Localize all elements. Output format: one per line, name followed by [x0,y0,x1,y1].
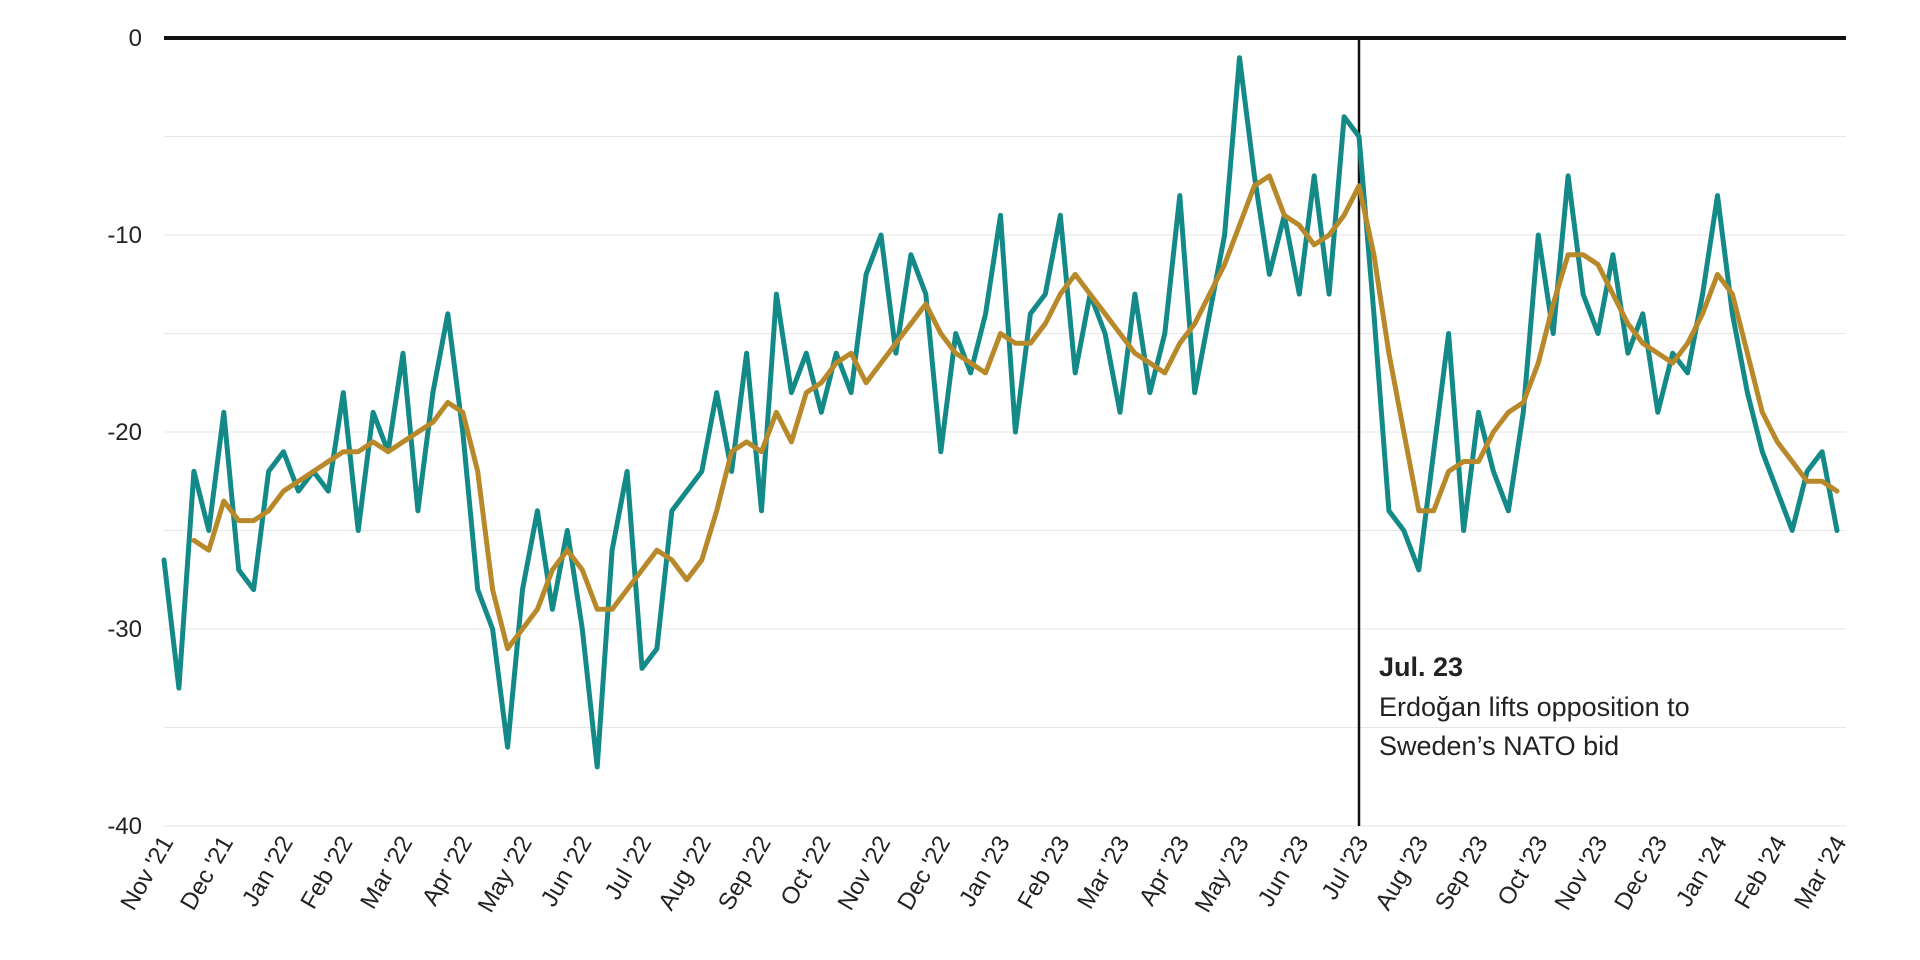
annotation-text: Sweden’s NATO bid [1379,731,1619,761]
series-line [191,173,1840,652]
y-tick-label: -20 [107,419,142,446]
x-tick-label: Nov '22 [833,832,897,915]
y-tick-label: 0 [129,25,142,52]
x-tick-label: Dec '22 [892,832,956,915]
x-tick-label: Sep '22 [713,832,777,915]
annotation-text: Erdoğan lifts opposition to [1379,692,1690,722]
x-tick-label: Oct '23 [1492,832,1553,911]
annotation-title: Jul. 23 [1379,652,1463,682]
x-tick-label: Oct '22 [775,832,836,911]
x-tick-label: Jun '22 [536,832,598,912]
y-tick-label: -30 [107,616,142,643]
x-tick-label: Dec '23 [1609,832,1673,915]
x-tick-label: Feb '23 [1012,832,1075,914]
x-tick-label: Nov '23 [1550,832,1614,915]
series-line [161,55,1840,770]
x-tick-label: Jul '23 [1317,832,1375,905]
x-tick-label: Jul '22 [600,832,658,905]
x-tick-label: Sep '23 [1430,832,1494,915]
x-tick-label: Jan '23 [954,832,1016,912]
x-tick-label: May '22 [473,832,538,918]
x-tick-label: Jan '24 [1671,832,1733,912]
x-tick-label: Aug '22 [653,832,717,915]
x-tick-label: May '23 [1190,832,1255,918]
x-tick-label: Dec '21 [175,832,239,915]
x-tick-label: Mar '24 [1789,832,1852,914]
x-tick-label: Jan '22 [237,832,299,912]
y-tick-label: -10 [107,222,142,249]
x-tick-label: Aug '23 [1370,832,1434,915]
x-tick-label: Apr '22 [417,832,478,911]
x-tick-label: Jun '23 [1253,832,1315,912]
x-tick-label: Nov '21 [116,832,180,915]
x-tick-label: Apr '23 [1134,832,1195,911]
x-tick-label: Feb '24 [1729,832,1792,914]
x-tick-label: Mar '23 [1072,832,1135,914]
x-tick-label: Mar '22 [355,832,418,914]
y-tick-label: -40 [107,813,142,840]
x-tick-label: Feb '22 [295,832,358,914]
